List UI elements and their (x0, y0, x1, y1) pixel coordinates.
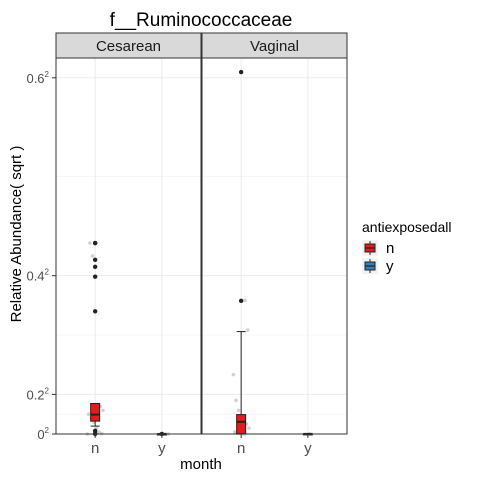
box (90, 403, 101, 422)
legend-label: n (386, 240, 394, 257)
panel-background (56, 58, 201, 434)
jitter-point (245, 328, 250, 332)
jitter-point (101, 408, 105, 413)
x-tick-label: y (158, 440, 166, 457)
boxplot-cesarean-n (90, 240, 101, 437)
outlier-point (92, 309, 98, 314)
panel-border (55, 57, 202, 435)
plot-panels: Cesarean Vaginal (55, 32, 348, 437)
outlier-point (238, 298, 244, 304)
legend-item-y: y (362, 258, 394, 275)
x-tick-label: y (304, 440, 312, 457)
outlier-point (92, 240, 98, 246)
panel-vaginal: Vaginal (201, 32, 348, 435)
outlier-point (92, 257, 98, 263)
legend-item-n: n (362, 240, 394, 257)
y-axis: 02 0.22 0.42 0.62 (26, 70, 56, 442)
box (236, 414, 247, 435)
legend: antiexposedall ny (362, 219, 452, 275)
outlier-point (238, 69, 244, 75)
facet-strip (55, 32, 202, 59)
facet-label-vaginal: Vaginal (250, 38, 299, 55)
panel-cesarean: Cesarean (55, 32, 202, 435)
jitter-point (97, 430, 101, 434)
outlier-point (92, 264, 98, 269)
jitter-point (232, 430, 237, 434)
x-tick-label: n (91, 440, 99, 457)
legend-title: antiexposedall (362, 219, 452, 235)
jitter-point (234, 398, 238, 403)
panel-border (201, 57, 348, 435)
jitter-point (231, 372, 236, 377)
chart-title: f__Ruminococcaceae (110, 10, 293, 31)
jitter-point (88, 241, 92, 245)
jitter-point (86, 412, 91, 417)
y-tick-label: 0.22 (26, 386, 49, 402)
jitter-point (236, 408, 241, 413)
x-tick-label: n (237, 440, 245, 457)
facet-strip (201, 32, 348, 59)
jitter-point (90, 254, 95, 258)
panel-background (202, 58, 347, 434)
x-axis-label: month (180, 456, 222, 473)
jitter-point (243, 298, 247, 303)
facet-label-cesarean: Cesarean (96, 38, 161, 55)
y-tick-label: 02 (37, 426, 49, 442)
outlier-point (92, 428, 98, 434)
y-axis-label: Relative Abundance( sqrt ) (8, 146, 25, 323)
jitter-point (247, 426, 251, 430)
boxplot-vaginal-n (236, 69, 247, 435)
outlier-point (92, 274, 98, 279)
legend-label: y (386, 258, 394, 275)
y-tick-label: 0.42 (26, 268, 49, 284)
y-tick-label: 0.62 (26, 70, 49, 86)
